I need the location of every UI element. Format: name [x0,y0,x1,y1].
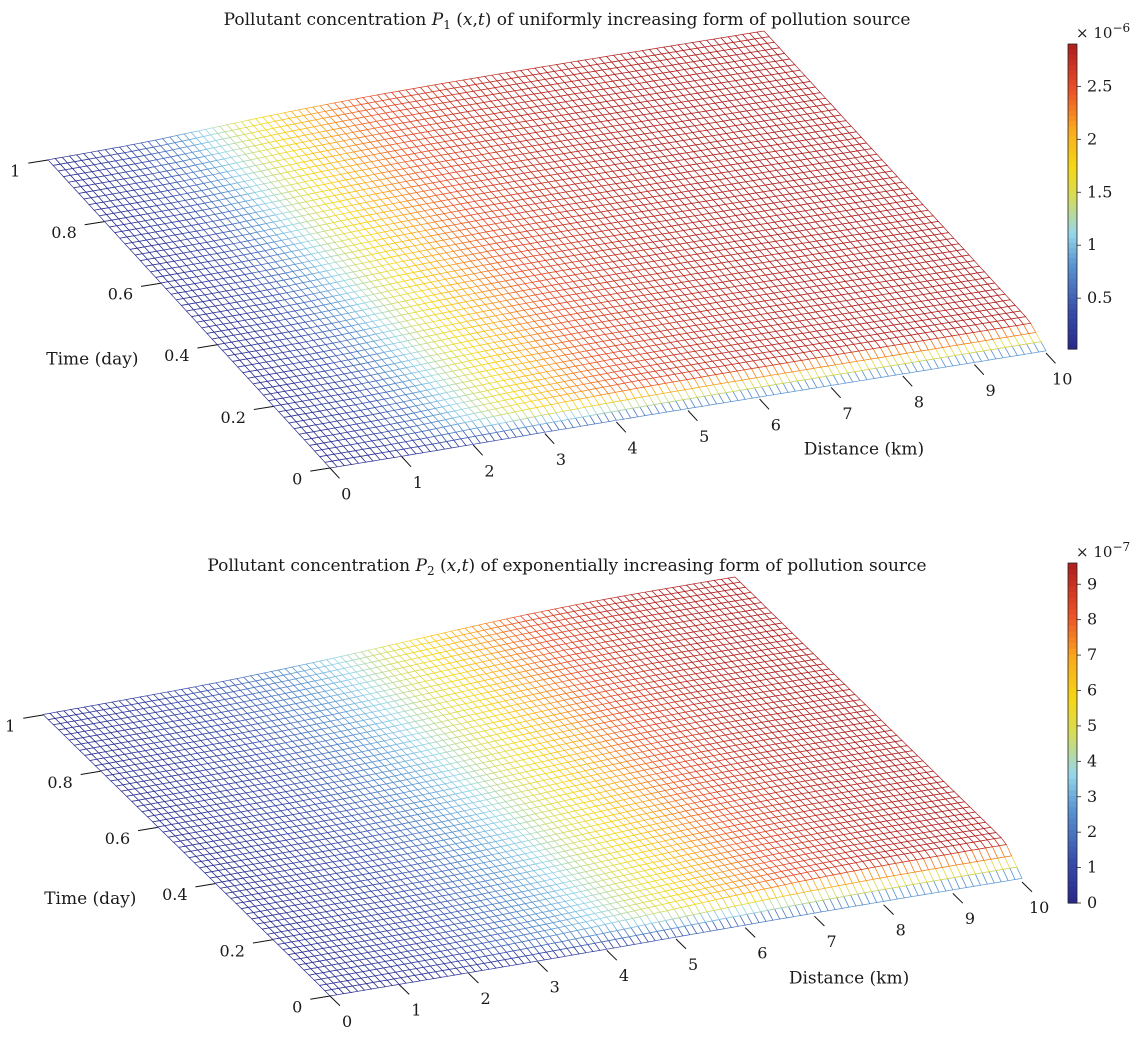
chart-panel-p1: Pollutant concentration P1 (x,t) of unif… [0,0,1135,520]
chart-title: Pollutant concentration P1 (x,t) of unif… [224,10,911,32]
surface-chart-p1: Pollutant concentration P1 (x,t) of unif… [10,10,1130,504]
surface-mesh [47,30,1047,469]
